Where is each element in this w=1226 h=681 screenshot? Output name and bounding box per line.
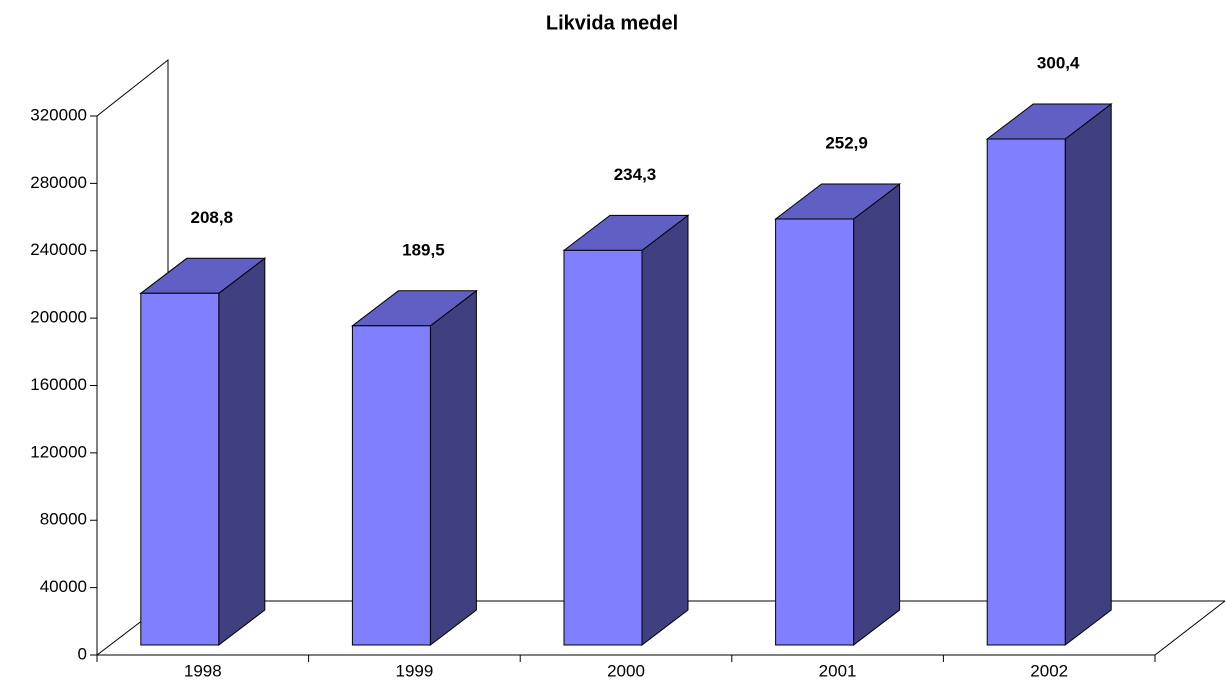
bar — [986, 138, 1066, 646]
value-label: 300,4 — [1037, 53, 1080, 72]
bar-side — [218, 257, 266, 647]
value-label: 234,3 — [614, 165, 657, 184]
bar — [140, 292, 220, 646]
value-label: 252,9 — [825, 134, 868, 153]
x-tick-label: 2000 — [607, 661, 645, 680]
bar-side — [853, 183, 901, 647]
y-tick-label: 160000 — [30, 375, 87, 394]
value-label: 208,8 — [191, 208, 234, 227]
bar-side — [1064, 103, 1112, 647]
floor-edge — [1154, 600, 1226, 656]
bar — [775, 218, 855, 646]
y-tick-label: 240000 — [30, 240, 87, 259]
y-tick-label: 200000 — [30, 308, 87, 327]
x-tick-label: 2002 — [1030, 661, 1068, 680]
bar-side — [641, 214, 689, 647]
chart-title: Likvida medel — [546, 12, 678, 34]
y-tick-label: 320000 — [30, 105, 87, 124]
bar — [351, 325, 431, 646]
x-tick-label: 2001 — [819, 661, 857, 680]
bar-side — [429, 289, 477, 647]
bar — [563, 249, 643, 646]
y-tick-label: 80000 — [40, 510, 87, 529]
y-tick-label: 120000 — [30, 442, 87, 461]
x-tick-label: 1999 — [395, 661, 433, 680]
y-tick-label: 40000 — [40, 577, 87, 596]
y-tick-label: 280000 — [30, 173, 87, 192]
y-tick-label: 0 — [78, 644, 87, 663]
x-tick-label: 1998 — [184, 661, 222, 680]
value-label: 189,5 — [402, 240, 445, 259]
